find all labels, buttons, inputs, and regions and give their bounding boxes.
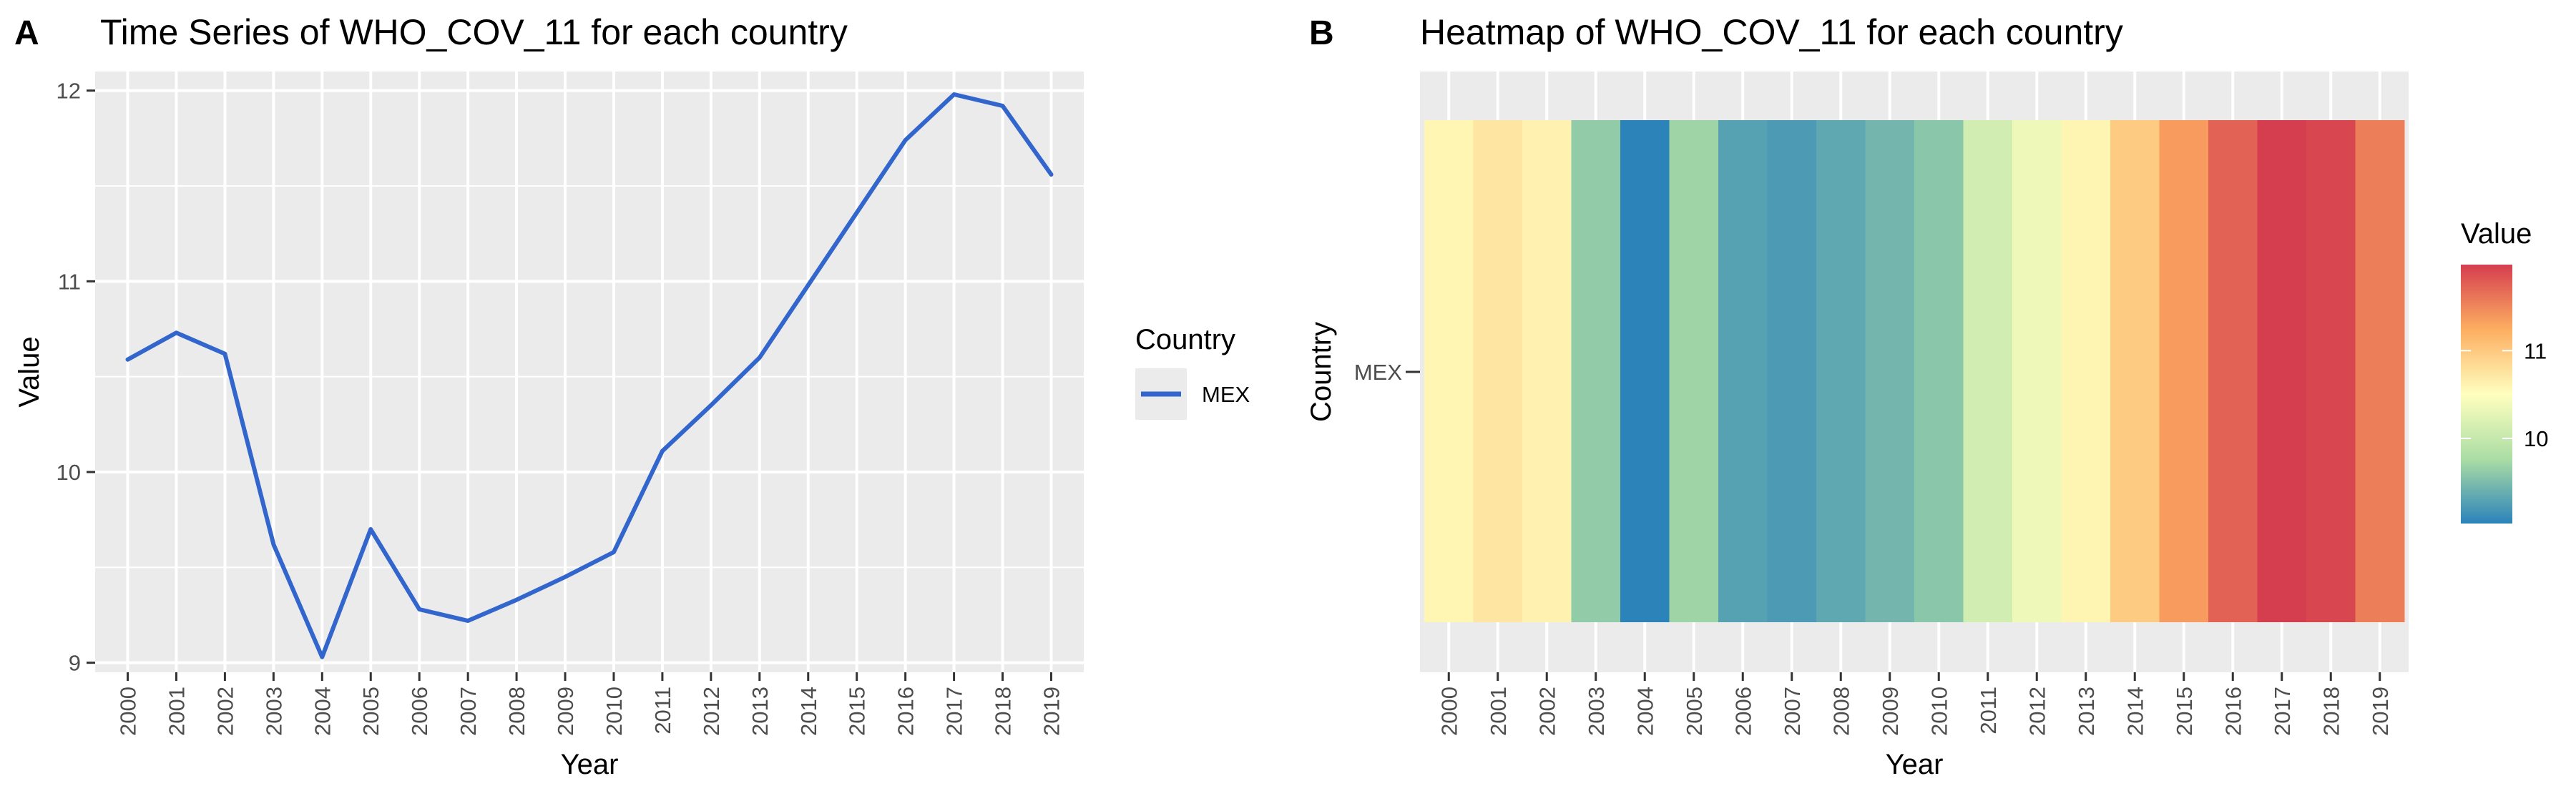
- x-tick-label: 2019: [1039, 687, 1064, 736]
- x-tick-label: 2015: [845, 687, 870, 736]
- legend-b-title: Value: [2461, 218, 2532, 250]
- x-tick-label: 2017: [942, 687, 967, 736]
- colorbar-tick-label: 11: [2524, 338, 2547, 363]
- y-tick-label: 11: [58, 269, 81, 294]
- x-tick-label: 2009: [1878, 687, 1903, 736]
- heatmap-cell: [2306, 120, 2356, 622]
- panel-b-heatmap-cells: [1424, 72, 2405, 672]
- x-tick-label: 2013: [2074, 687, 2099, 736]
- x-tick-label: 2001: [1486, 687, 1511, 736]
- heatmap-cell: [1816, 120, 1866, 622]
- heatmap-cell: [2012, 120, 2062, 622]
- panel-a-tag: A: [14, 14, 39, 52]
- x-tick-label: 2017: [2270, 687, 2295, 736]
- x-tick-label: 2013: [748, 687, 773, 736]
- x-tick-label: 2004: [1632, 687, 1657, 736]
- y-tick-label: 9: [69, 651, 81, 676]
- heatmap-cell: [1914, 120, 1964, 622]
- x-tick-label: 2007: [1780, 687, 1805, 736]
- x-tick-label: 2000: [116, 687, 141, 736]
- heatmap-cell: [2208, 120, 2258, 622]
- x-tick-label: 2003: [1584, 687, 1609, 736]
- x-tick-label: 2002: [212, 687, 237, 736]
- heatmap-cell: [2159, 120, 2209, 622]
- heatmap-cell: [2257, 120, 2307, 622]
- legend-a-title: Country: [1135, 324, 1235, 355]
- heatmap-cell: [2061, 120, 2111, 622]
- x-tick-label: 2014: [2122, 687, 2148, 736]
- legend-a-label: MEX: [1202, 382, 1250, 407]
- x-tick-label: 2006: [1730, 687, 1755, 736]
- legend-a: Country MEX: [1135, 324, 1250, 420]
- panel-a-series: [125, 92, 1054, 659]
- x-tick-label: 2005: [358, 687, 383, 736]
- panel-a-axes: 9 10 11 12 2000 2001 2002 2003 2004 2005 2006 2007 2…: [57, 79, 1064, 736]
- x-tick-label: 2011: [1976, 687, 2001, 734]
- x-tick-label: 2011: [650, 687, 675, 734]
- x-tick-label: 2000: [1436, 687, 1461, 736]
- x-tick-label: 2010: [602, 687, 627, 736]
- panel-b-axes: 2000 2001 2002 2003 2004 2005 2006 2007 2008 2009…: [1436, 672, 2393, 736]
- y-tick-label: 12: [57, 79, 81, 104]
- x-tick-label: 2008: [504, 687, 529, 736]
- x-tick-label: 2007: [456, 687, 481, 736]
- legend-b-colorbar: [2461, 265, 2512, 524]
- heatmap-cell: [1473, 120, 1523, 622]
- x-tick-label: 2016: [2220, 687, 2246, 736]
- heatmap-cell: [1424, 120, 1474, 622]
- x-tick-label: 2008: [1828, 687, 1853, 736]
- x-tick-label: 2010: [1926, 687, 1951, 736]
- heatmap-cell: [1571, 120, 1621, 622]
- x-tick-label: 2002: [1534, 687, 1559, 736]
- panel-b-title: Heatmap of WHO_COV_11 for each country: [1420, 12, 2123, 52]
- heatmap-cell: [1522, 120, 1572, 622]
- x-tick-label: 2012: [699, 687, 724, 736]
- x-tick-label: 2003: [261, 687, 286, 736]
- x-tick-label: 2016: [893, 687, 919, 736]
- panel-a: A Time Series of WHO_COV_11 for each cou…: [14, 12, 1084, 780]
- panel-b-x-axis-title: Year: [1886, 749, 1944, 780]
- colorbar-tick-label: 10: [2524, 426, 2548, 451]
- legend-b-ticks: 11 10: [2461, 338, 2548, 451]
- heatmap-cell: [1767, 120, 1817, 622]
- x-tick-label: 2009: [553, 687, 578, 736]
- panel-b: B Heatmap of WHO_COV_11 for each country…: [1306, 12, 2409, 780]
- x-tick-label: 2012: [2024, 687, 2049, 736]
- panel-a-plot-area: [95, 72, 1084, 672]
- heatmap-cell: [2355, 120, 2405, 622]
- legend-b: Value 11 10: [2461, 218, 2548, 524]
- heatmap-cell: [1620, 120, 1670, 622]
- panel-a-y-axis-title: Value: [14, 336, 45, 407]
- x-tick-label: 2004: [310, 687, 335, 736]
- panel-a-title: Time Series of WHO_COV_11 for each count…: [100, 12, 848, 52]
- panel-a-grid: [95, 72, 1084, 672]
- x-tick-label: 2001: [164, 687, 189, 736]
- heatmap-cell: [1669, 120, 1719, 622]
- panel-b-row-label: MEX: [1354, 360, 1403, 385]
- y-tick-label: 10: [57, 460, 81, 485]
- x-tick-label: 2014: [796, 687, 821, 736]
- x-tick-label: 2019: [2368, 687, 2393, 736]
- x-tick-label: 2006: [407, 687, 432, 736]
- heatmap-cell: [2110, 120, 2160, 622]
- heatmap-cell: [1963, 120, 2013, 622]
- x-tick-label: 2005: [1682, 687, 1707, 736]
- x-tick-label: 2015: [2172, 687, 2197, 736]
- x-tick-label: 2018: [2318, 687, 2344, 736]
- panel-a-x-axis-title: Year: [561, 749, 619, 780]
- panel-b-tag: B: [1309, 14, 1334, 52]
- heatmap-cell: [1865, 120, 1915, 622]
- heatmap-cell: [1718, 120, 1768, 622]
- x-tick-label: 2018: [991, 687, 1016, 736]
- panel-b-y-axis-title: Country: [1306, 322, 1337, 422]
- series-line-mex: [125, 92, 1054, 659]
